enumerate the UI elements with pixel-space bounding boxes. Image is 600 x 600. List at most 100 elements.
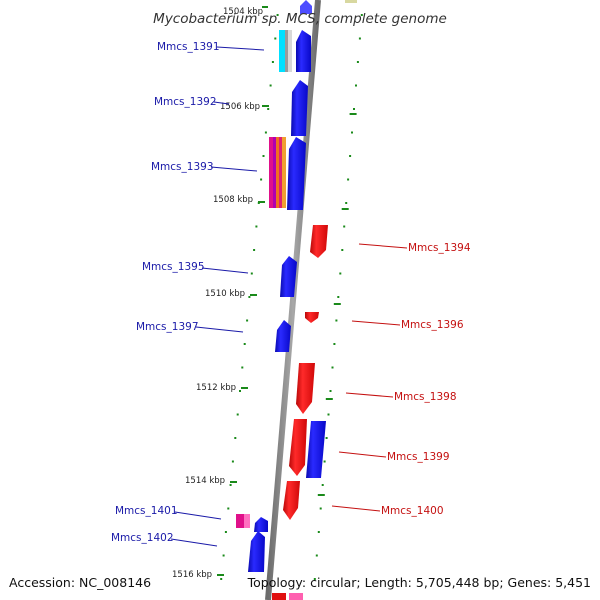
tick-label: 1516 kbp — [172, 570, 212, 580]
gene-label-mmcs-1398[interactable]: Mmcs_1398 — [394, 391, 457, 403]
tick-label: 1510 kbp — [205, 289, 245, 299]
tick-1516: 1516 kbp — [172, 570, 224, 580]
inner-ring-dot — [264, 131, 267, 134]
outer-ring-dot — [327, 413, 330, 416]
gene-mmcs-1395[interactable] — [280, 256, 297, 297]
inner-ring-dot — [239, 390, 241, 392]
outer-ring-dot — [347, 178, 350, 181]
offscreen-top-gene — [300, 0, 357, 14]
outer-ring-dot — [313, 578, 316, 580]
gene-labels: Mmcs_1391 Mmcs_1392 Mmcs_1393 Mmcs_1395 … — [111, 41, 471, 544]
outer-ring-dash — [317, 494, 325, 496]
outer-ring-dot — [317, 531, 320, 533]
gene-label-mmcs-1400[interactable]: Mmcs_1400 — [381, 505, 444, 517]
outer-ring-dash — [325, 398, 333, 400]
tick-label: 1506 kbp — [220, 102, 260, 112]
gene-label-mmcs-1391[interactable]: Mmcs_1391 — [157, 41, 220, 53]
inner-ring-dot — [229, 484, 232, 486]
outer-ring-dot — [329, 390, 332, 392]
gene-mmcs-1401[interactable] — [236, 514, 268, 532]
inner-ring-dot — [246, 319, 249, 322]
inner-ring-dot — [255, 225, 258, 228]
tick-1506: 1506 kbp — [220, 102, 269, 112]
outer-ring-dash — [341, 208, 349, 210]
gene-label-mmcs-1397[interactable]: Mmcs_1397 — [136, 321, 199, 333]
gene-bottom-partial — [272, 593, 303, 600]
outer-ring-dot — [345, 202, 348, 204]
gene-mmcs-1397[interactable] — [275, 320, 291, 352]
inner-ring-dot — [222, 554, 225, 557]
tick-1504: 1504 kbp — [223, 6, 268, 17]
tick-1510: 1510 kbp — [205, 289, 257, 299]
outer-ring-dot — [339, 272, 342, 275]
gene-label-mmcs-1394[interactable]: Mmcs_1394 — [408, 242, 471, 254]
tick-label: 1512 kbp — [196, 383, 236, 393]
gene-mmcs-1396[interactable] — [305, 312, 319, 323]
gene-mmcs-1402[interactable] — [248, 531, 265, 572]
genome-summary-text: Topology: circular; Length: 5,705,448 bp… — [247, 575, 591, 590]
outer-ring-dot — [323, 460, 326, 463]
accession-text: Accession: NC_008146 — [9, 575, 151, 590]
outer-ring-dot — [335, 319, 338, 322]
inner-ring-dot — [220, 578, 223, 580]
gene-label-mmcs-1399[interactable]: Mmcs_1399 — [387, 451, 450, 463]
inner-ring-dot — [276, 14, 279, 16]
outer-ring-dot — [360, 14, 363, 16]
outer-ring-dot — [337, 296, 340, 298]
inner-ring-dot — [248, 296, 251, 298]
outer-ring-dot — [353, 108, 355, 110]
inner-ring-dot — [224, 531, 227, 533]
gene-mmcs-1400[interactable] — [283, 481, 300, 520]
gene-mmcs-1392[interactable] — [291, 80, 308, 136]
inner-ring-dot — [260, 178, 263, 181]
outer-ring-dot — [356, 61, 359, 63]
gene-label-mmcs-1395[interactable]: Mmcs_1395 — [142, 261, 205, 273]
gene-label-mmcs-1392[interactable]: Mmcs_1392 — [154, 96, 217, 108]
inner-ring-dot — [227, 507, 230, 510]
gene-mmcs-1391[interactable] — [279, 30, 311, 72]
inner-ring-dot — [274, 37, 277, 40]
inner-ring-dot — [271, 61, 274, 63]
inner-ring-dot — [234, 437, 237, 439]
gene-label-mmcs-1402[interactable]: Mmcs_1402 — [111, 532, 174, 544]
inner-ring-dot — [250, 272, 253, 275]
gene-mmcs-1394[interactable] — [310, 225, 328, 258]
outer-ring-dot — [333, 343, 336, 345]
inner-ring-dot — [267, 108, 270, 110]
tick-label: 1508 kbp — [213, 195, 253, 205]
gene-label-mmcs-1401[interactable]: Mmcs_1401 — [115, 505, 178, 517]
outer-ring-dot — [325, 437, 328, 439]
inner-ring-dot — [269, 84, 272, 87]
inner-ring-dot — [241, 366, 244, 369]
outer-ring-dot — [319, 507, 322, 510]
outer-ring-dash — [349, 113, 357, 115]
outer-ring-dot — [358, 37, 361, 40]
tick-layer: 1504 kbp 1506 kbp 1508 kbp 1510 kbp 1512… — [172, 6, 269, 580]
inner-ring-dot — [253, 249, 256, 251]
inner-ring-dot — [231, 460, 234, 463]
label-leader-lines — [170, 46, 408, 547]
tick-1508: 1508 kbp — [213, 195, 265, 205]
gene-label-mmcs-1393[interactable]: Mmcs_1393 — [151, 161, 214, 173]
outer-ring-dot — [355, 84, 357, 87]
gene-mmcs-1393[interactable] — [269, 137, 306, 210]
outer-ring-dot — [349, 155, 352, 157]
map-title: Mycobacterium sp. MCS, complete genome — [153, 11, 447, 27]
tick-1512: 1512 kbp — [196, 383, 248, 393]
gene-label-mmcs-1396[interactable]: Mmcs_1396 — [401, 319, 464, 331]
outer-ring-dot — [341, 249, 344, 251]
outer-ring-dot — [343, 225, 346, 228]
gene-mmcs-1398[interactable] — [296, 363, 315, 414]
inner-ring-dot — [236, 413, 239, 416]
genome-backbone — [265, 0, 321, 600]
outer-ring-dot — [351, 131, 353, 134]
tick-1514: 1514 kbp — [185, 476, 237, 486]
inner-ring-dot — [262, 155, 265, 157]
outer-ring-dot — [331, 366, 334, 369]
tick-label: 1514 kbp — [185, 476, 225, 486]
tick-label: 1504 kbp — [223, 7, 263, 17]
ring-dot-guides — [220, 14, 363, 580]
gene-mmcs-1399[interactable] — [289, 419, 326, 478]
outer-ring-dot — [315, 554, 318, 557]
